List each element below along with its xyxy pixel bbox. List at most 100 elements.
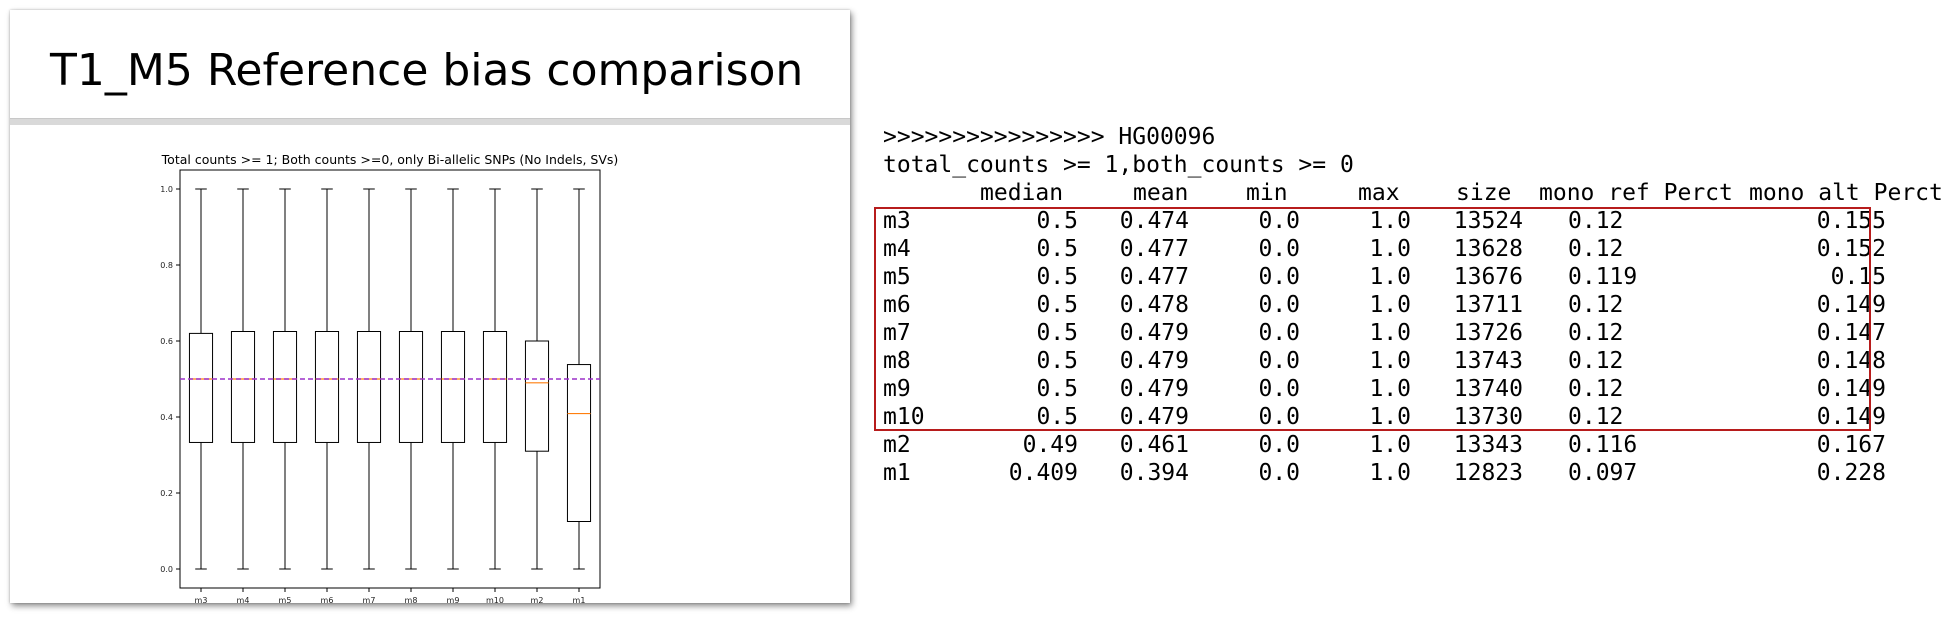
box-m4 xyxy=(230,331,256,443)
table-row: m6 0.5 0.478 0.0 1.0 13711 0.12 0.149 xyxy=(883,291,1893,319)
table-cell-min: 0.0 xyxy=(1258,376,1300,402)
table-cell-mono-ref: 0.12 xyxy=(1568,320,1624,346)
table-cell-mono-alt: 0.149 xyxy=(1816,404,1886,430)
table-cell-mean: 0.479 xyxy=(1119,376,1189,402)
table-cell-max: 1.0 xyxy=(1369,236,1411,262)
box-m8 xyxy=(398,331,424,443)
table-cell-mono-ref: 0.12 xyxy=(1568,404,1624,430)
chart-title: Total counts >= 1; Both counts >=0, only… xyxy=(161,152,619,167)
column-header-mono-alt: mono alt Perct xyxy=(1749,180,1943,206)
table-cell-median: 0.5 xyxy=(1036,348,1078,374)
table-cell-size: 12823 xyxy=(1453,460,1523,486)
column-header-max: max xyxy=(1358,180,1400,206)
y-tick-label: 0.0 xyxy=(160,565,173,574)
table-cell-median: 0.5 xyxy=(1036,376,1078,402)
table-cell-max: 1.0 xyxy=(1369,292,1411,318)
table-cell-max: 1.0 xyxy=(1369,320,1411,346)
table-cell-min: 0.0 xyxy=(1258,460,1300,486)
table-cell-min: 0.0 xyxy=(1258,404,1300,430)
box-m9 xyxy=(440,331,466,443)
table-cell-size: 13726 xyxy=(1453,320,1523,346)
box-m3 xyxy=(188,332,214,443)
table-cell-median: 0.5 xyxy=(1036,236,1078,262)
column-header-median: median xyxy=(980,180,1064,206)
table-cell-size: 13628 xyxy=(1453,236,1523,262)
table-cell-min: 0.0 xyxy=(1258,320,1300,346)
table-cell-min: 0.0 xyxy=(1258,264,1300,290)
x-tick-label: m5 xyxy=(279,596,292,605)
table-cell-mean: 0.461 xyxy=(1119,432,1189,458)
table-cell-median: 0.5 xyxy=(1036,208,1078,234)
terminal-filter-line: total_counts >= 1,both_counts >= 0 xyxy=(883,152,1354,178)
table-cell-mono-ref: 0.116 xyxy=(1568,432,1638,458)
table-cell-min: 0.0 xyxy=(1258,432,1300,458)
box-m7 xyxy=(356,331,382,443)
y-tick-label: 0.8 xyxy=(160,261,173,270)
title-divider xyxy=(10,118,850,125)
table-cell-min: 0.0 xyxy=(1258,348,1300,374)
table-cell-mono-ref: 0.12 xyxy=(1568,348,1624,374)
table-row: m2 0.49 0.461 0.0 1.0 13343 0.116 0.167 xyxy=(883,431,1893,459)
table-cell-mono-alt: 0.228 xyxy=(1816,460,1886,486)
table-cell-mean: 0.479 xyxy=(1119,404,1189,430)
table-row: m8 0.5 0.479 0.0 1.0 13743 0.12 0.148 xyxy=(883,347,1893,375)
table-cell-mean: 0.474 xyxy=(1119,208,1189,234)
table-cell-median: 0.409 xyxy=(1008,460,1078,486)
table-cell-name: m8 xyxy=(883,348,911,374)
table-cell-name: m1 xyxy=(883,460,911,486)
table-cell-max: 1.0 xyxy=(1369,208,1411,234)
table-cell-mono-ref: 0.119 xyxy=(1568,264,1638,290)
table-cell-mono-alt: 0.149 xyxy=(1816,376,1886,402)
x-tick-label: m3 xyxy=(195,596,208,605)
slide-panel: T1_M5 Reference bias comparison Total co… xyxy=(10,10,850,605)
table-cell-mean: 0.477 xyxy=(1119,264,1189,290)
table-row: m9 0.5 0.479 0.0 1.0 13740 0.12 0.149 xyxy=(883,375,1893,403)
table-cell-size: 13711 xyxy=(1453,292,1523,318)
terminal-column-headers: median mean min max size mono ref Perct … xyxy=(883,179,1943,207)
table-cell-name: m10 xyxy=(883,404,925,430)
table-cell-name: m9 xyxy=(883,376,911,402)
table-cell-mono-alt: 0.167 xyxy=(1816,432,1886,458)
boxplot-chart: Total counts >= 1; Both counts >=0, only… xyxy=(160,152,619,605)
x-tick-label: m8 xyxy=(405,596,418,605)
table-cell-max: 1.0 xyxy=(1369,432,1411,458)
table-cell-mean: 0.479 xyxy=(1119,348,1189,374)
x-tick-label: m10 xyxy=(486,596,504,605)
x-tick-label: m4 xyxy=(237,596,250,605)
terminal-output: >>>>>>>>>>>>>>>> HG00096 total_counts >=… xyxy=(883,123,1943,486)
table-cell-mono-alt: 0.152 xyxy=(1816,236,1886,262)
table-cell-mean: 0.394 xyxy=(1119,460,1189,486)
y-tick-label: 0.4 xyxy=(160,413,173,422)
column-header-size: size xyxy=(1456,180,1512,206)
table-cell-name: m7 xyxy=(883,320,911,346)
x-tick-label: m2 xyxy=(531,596,544,605)
box-m2 xyxy=(524,340,550,452)
x-tick-label: m7 xyxy=(363,596,376,605)
table-cell-mono-ref: 0.12 xyxy=(1568,292,1624,318)
table-cell-mono-alt: 0.148 xyxy=(1816,348,1886,374)
table-cell-max: 1.0 xyxy=(1369,460,1411,486)
table-cell-median: 0.5 xyxy=(1036,320,1078,346)
table-cell-name: m2 xyxy=(883,432,911,458)
table-row: m4 0.5 0.477 0.0 1.0 13628 0.12 0.152 xyxy=(883,235,1893,263)
slide-title: T1_M5 Reference bias comparison xyxy=(50,45,804,96)
y-tick-label: 0.6 xyxy=(160,337,173,346)
box-m1 xyxy=(566,364,592,522)
y-tick-label: 0.2 xyxy=(160,489,173,498)
table-cell-median: 0.5 xyxy=(1036,404,1078,430)
x-tick-label: m1 xyxy=(573,596,586,605)
table-cell-name: m6 xyxy=(883,292,911,318)
table-cell-mono-ref: 0.12 xyxy=(1568,376,1624,402)
table-cell-size: 13676 xyxy=(1453,264,1523,290)
table-cell-mono-ref: 0.12 xyxy=(1568,236,1624,262)
table-cell-mono-ref: 0.12 xyxy=(1568,208,1624,234)
table-cell-name: m3 xyxy=(883,208,911,234)
table-cell-mean: 0.478 xyxy=(1119,292,1189,318)
terminal-header-line: >>>>>>>>>>>>>>>> HG00096 xyxy=(883,124,1216,150)
table-row: m5 0.5 0.477 0.0 1.0 13676 0.119 0.15 xyxy=(883,263,1893,291)
table-cell-min: 0.0 xyxy=(1258,236,1300,262)
column-header-mean: mean xyxy=(1133,180,1189,206)
table-cell-size: 13740 xyxy=(1453,376,1523,402)
table-cell-max: 1.0 xyxy=(1369,404,1411,430)
x-tick-label: m9 xyxy=(447,596,460,605)
